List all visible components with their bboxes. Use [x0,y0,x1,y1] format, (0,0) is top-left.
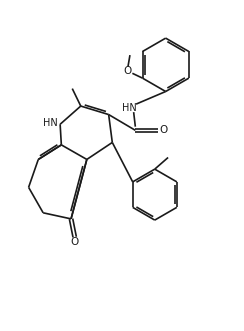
Text: O: O [160,125,168,135]
Text: O: O [71,237,79,247]
Text: HN: HN [122,104,137,114]
Text: O: O [123,66,132,76]
Text: HN: HN [42,118,57,128]
